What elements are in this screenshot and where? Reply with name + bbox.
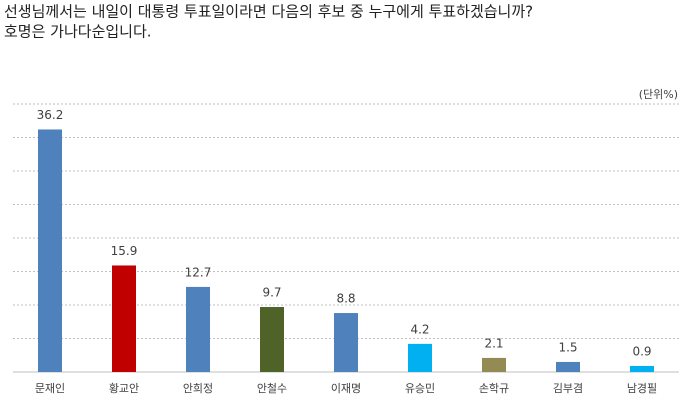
data-label: 15.9: [111, 244, 138, 258]
chart-subtitle: 호명은 가나다순입니다.: [4, 23, 152, 41]
x-tick-label: 문재인: [35, 382, 65, 395]
x-tick-label: 손학규: [479, 382, 509, 395]
chart-title: 선생님께서는 내일이 대통령 투표일이라면 다음의 후보 중 누구에게 투표하겠…: [4, 3, 533, 21]
data-label: 0.9: [632, 344, 651, 358]
data-label: 9.7: [262, 286, 281, 300]
x-tick-label: 안철수: [257, 382, 287, 395]
unit-label: (단위%): [639, 88, 678, 101]
x-tick-label: 김부겸: [553, 382, 583, 395]
x-tick-label: 이재명: [331, 382, 361, 395]
x-tick-label: 안희정: [183, 382, 213, 395]
bar: [112, 265, 136, 372]
data-label: 36.2: [37, 108, 64, 122]
bar: [38, 129, 62, 372]
bar: [334, 313, 358, 372]
bar: [630, 365, 654, 372]
bar: [408, 343, 432, 372]
bar: [556, 361, 580, 372]
data-label: 4.2: [410, 322, 429, 336]
data-label: 12.7: [185, 265, 212, 279]
x-tick-label: 유승민: [405, 382, 435, 395]
bar: [260, 307, 284, 372]
data-label: 1.5: [558, 340, 577, 354]
data-label: 2.1: [484, 336, 503, 350]
x-tick-label: 황교안: [109, 382, 139, 395]
bar: [482, 357, 506, 372]
data-label: 8.8: [336, 292, 355, 306]
bar: [186, 286, 210, 372]
x-tick-label: 남경필: [627, 382, 657, 395]
